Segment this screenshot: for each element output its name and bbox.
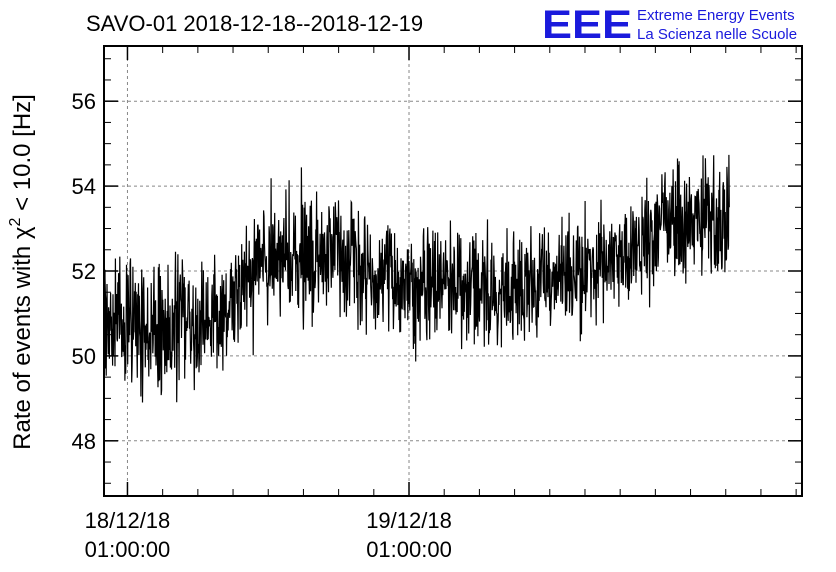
y-tick-label: 54 bbox=[72, 174, 96, 199]
eee-logo: EEE Extreme Energy Events La Scienza nel… bbox=[542, 3, 797, 47]
axis-ticks bbox=[104, 46, 802, 496]
data-series bbox=[104, 154, 730, 403]
series-line bbox=[104, 154, 730, 403]
eee-logo-mark: EEE bbox=[542, 3, 632, 47]
x-tick-label-time: 01:00:00 bbox=[85, 537, 171, 562]
chart-title: SAVO-01 2018-12-18--2018-12-19 bbox=[86, 11, 423, 36]
y-tick-label: 56 bbox=[72, 89, 96, 114]
x-tick-label-date: 18/12/18 bbox=[85, 508, 171, 533]
tick-labels: 48 50 52 54 56 18/12/18 01:00:00 19/12/18 01:00:… bbox=[72, 89, 452, 562]
y-tick-label: 48 bbox=[72, 429, 96, 454]
x-tick-label-time: 01:00:00 bbox=[366, 537, 452, 562]
logo-line-1: Extreme Energy Events bbox=[637, 7, 795, 24]
x-tick-label-date: 19/12/18 bbox=[366, 508, 452, 533]
y-tick-label: 52 bbox=[72, 259, 96, 284]
y-axis-label: Rate of events with χ2 < 10.0 [Hz] bbox=[7, 94, 36, 450]
y-tick-label: 50 bbox=[72, 344, 96, 369]
logo-line-2: La Scienza nelle Scuole bbox=[637, 26, 797, 43]
